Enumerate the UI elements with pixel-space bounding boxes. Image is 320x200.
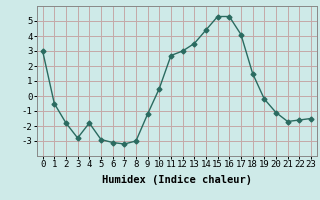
X-axis label: Humidex (Indice chaleur): Humidex (Indice chaleur) — [102, 175, 252, 185]
